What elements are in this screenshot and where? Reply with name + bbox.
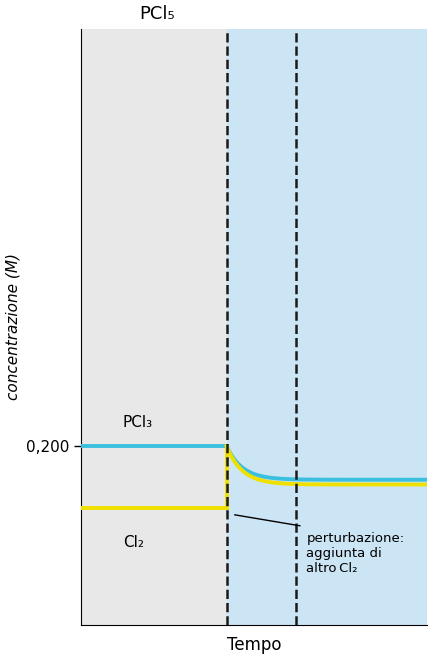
Y-axis label: concentrazione (M): concentrazione (M) — [6, 253, 20, 401]
Text: PCl₅: PCl₅ — [139, 5, 175, 22]
Bar — [227, 28, 427, 625]
Text: perturbazione:
aggiunta di
altro Cl₂: perturbazione: aggiunta di altro Cl₂ — [306, 532, 404, 576]
X-axis label: Tempo: Tempo — [227, 636, 281, 655]
Bar — [81, 28, 227, 625]
Text: PCl₃: PCl₃ — [123, 414, 153, 430]
Text: Cl₂: Cl₂ — [123, 535, 144, 550]
